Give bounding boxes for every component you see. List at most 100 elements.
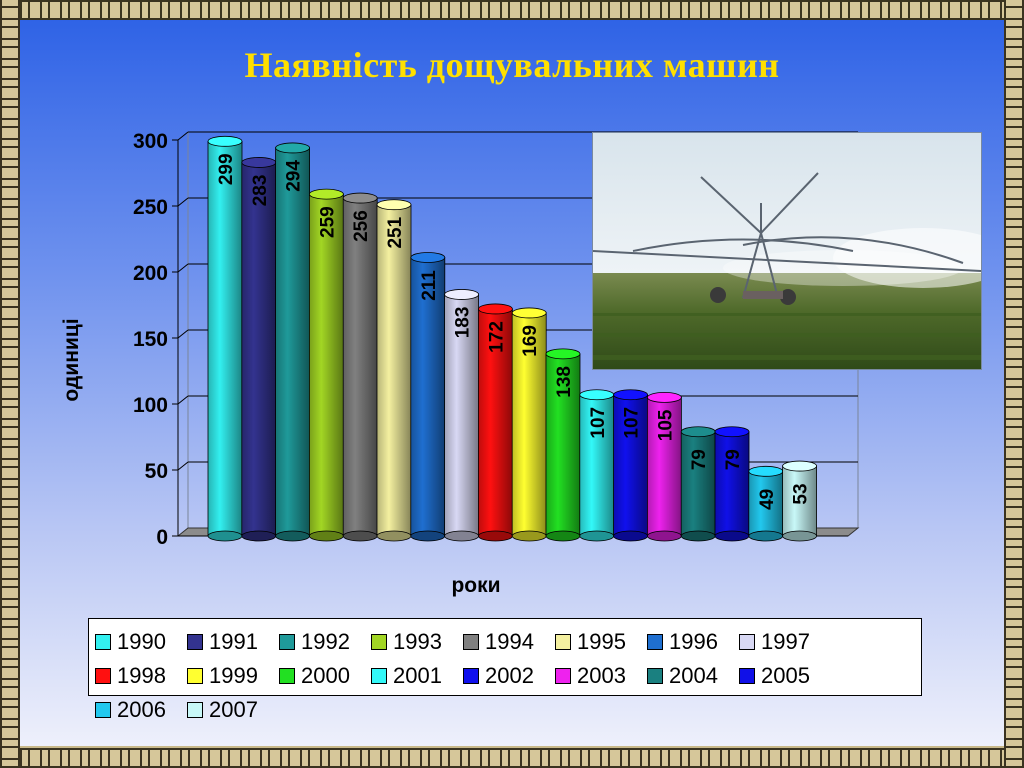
bar-1996	[410, 252, 446, 542]
legend-item-1997: 1997	[739, 625, 831, 659]
page-title: Наявність дощувальних машин	[244, 45, 780, 85]
legend-swatch	[463, 668, 479, 684]
legend-swatch	[739, 668, 755, 684]
legend-item-2004: 2004	[647, 659, 739, 693]
bar-2007	[782, 460, 817, 542]
data-label: 259	[317, 206, 338, 238]
data-label: 294	[284, 160, 305, 192]
legend-swatch	[95, 668, 111, 684]
bar-1998	[477, 303, 513, 542]
legend-swatch	[555, 668, 571, 684]
legend-swatch	[463, 634, 479, 650]
y-tick-label: 250	[133, 196, 168, 219]
legend-item-1998: 1998	[95, 659, 187, 693]
legend-swatch	[371, 634, 387, 650]
legend-item-1996: 1996	[647, 625, 739, 659]
legend-item-2000: 2000	[279, 659, 371, 693]
legend-swatch	[555, 634, 571, 650]
legend-label: 1991	[209, 629, 258, 654]
legend-swatch	[647, 668, 663, 684]
bar-chart: 0 50 100 150 200 250 300 299 283 294 259 256 251 211…	[60, 130, 860, 597]
y-tick-label: 100	[133, 394, 168, 417]
bar-1999	[511, 307, 547, 542]
data-label: 53	[791, 483, 812, 504]
data-label: 211	[419, 270, 440, 301]
data-label: 251	[385, 216, 406, 248]
data-label: 299	[216, 153, 237, 185]
legend-label: 2003	[577, 663, 626, 688]
data-labels: 299 283 294 259 256 251 211 183 172 169 138 107 107 1…	[216, 153, 812, 509]
legend-swatch	[95, 634, 111, 650]
bar-2005	[714, 426, 750, 542]
data-label: 169	[520, 325, 541, 357]
legend-swatch	[95, 702, 111, 718]
slide: Наявність дощувальних машин 0 50 100 150 200…	[20, 20, 1004, 746]
legend-item-1992: 1992	[279, 625, 371, 659]
bar-1991	[241, 157, 277, 542]
legend-label: 1996	[669, 629, 718, 654]
legend-swatch	[279, 634, 295, 650]
bar-1993	[308, 188, 344, 542]
legend-item-1990: 1990	[95, 625, 187, 659]
legend-label: 1997	[761, 629, 810, 654]
legend-label: 1995	[577, 629, 626, 654]
top-border	[0, 0, 1024, 20]
y-tick-label: 50	[145, 460, 168, 483]
legend-swatch	[279, 668, 295, 684]
y-tick-label: 200	[133, 262, 168, 285]
chart-bars	[207, 135, 817, 542]
legend-label: 2006	[117, 697, 166, 722]
bar-1992	[275, 142, 311, 542]
y-tick-label: 0	[156, 526, 168, 549]
x-axis-label: роки	[451, 574, 500, 597]
legend-item-1991: 1991	[187, 625, 279, 659]
legend-label: 2001	[393, 663, 442, 688]
legend-swatch	[187, 668, 203, 684]
legend-item-2007: 2007	[187, 693, 279, 727]
legend-label: 2000	[301, 663, 350, 688]
data-label: 183	[453, 307, 474, 339]
legend-item-2006: 2006	[95, 693, 187, 727]
legend-label: 2005	[761, 663, 810, 688]
legend-label: 2007	[209, 697, 258, 722]
legend-label: 1999	[209, 663, 258, 688]
legend-label: 1992	[301, 629, 350, 654]
legend-item-1999: 1999	[187, 659, 279, 693]
data-label: 49	[757, 489, 778, 510]
bar-1997	[444, 289, 480, 542]
bar-2003	[647, 391, 682, 542]
legend-item-2002: 2002	[463, 659, 555, 693]
bar-2006	[748, 465, 784, 542]
data-label: 138	[554, 366, 575, 398]
y-tick-labels: 0 50 100 150 200 250 300	[133, 130, 168, 549]
legend-swatch	[647, 634, 663, 650]
chart-legend: 1990 1991 1992 1993 1994 1995 1996 1997 1998 1999…	[88, 618, 922, 722]
data-label: 105	[655, 409, 676, 441]
legend-item-2001: 2001	[371, 659, 463, 693]
bar-2002	[613, 389, 648, 542]
data-label: 79	[689, 449, 710, 470]
legend-item-1993: 1993	[371, 625, 463, 659]
irrigation-machine-photo	[592, 132, 982, 370]
right-border	[1004, 0, 1024, 768]
legend-label: 1993	[393, 629, 442, 654]
data-label: 256	[351, 210, 372, 242]
legend-swatch	[739, 634, 755, 650]
data-label: 107	[622, 407, 643, 439]
legend-swatch	[371, 668, 387, 684]
data-label: 283	[250, 175, 271, 207]
bar-2000	[545, 348, 581, 542]
legend-item-1994: 1994	[463, 625, 555, 659]
y-axis-label: одиниці	[60, 318, 83, 401]
legend-label: 1994	[485, 629, 534, 654]
data-label: 79	[723, 449, 744, 470]
y-tick-label: 300	[133, 130, 168, 153]
y-tick-label: 150	[133, 328, 168, 351]
legend-item-2003: 2003	[555, 659, 647, 693]
legend-item-2005: 2005	[739, 659, 831, 693]
bar-1994	[342, 192, 378, 542]
legend-label: 1998	[117, 663, 166, 688]
legend-swatch	[187, 702, 203, 718]
legend-label: 2004	[669, 663, 718, 688]
bar-1995	[376, 199, 412, 542]
